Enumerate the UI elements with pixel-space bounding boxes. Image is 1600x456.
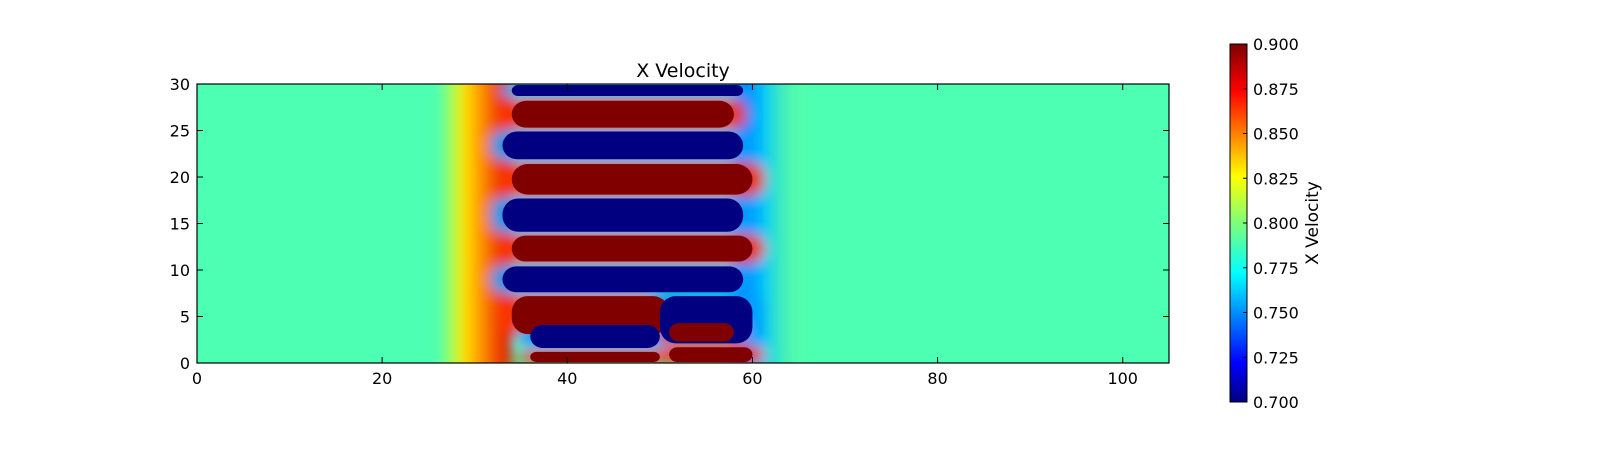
- heatmap-band-6: [502, 266, 744, 293]
- colorbar-tick-label: 0.875: [1253, 80, 1299, 99]
- colorbar-tick-label: 0.775: [1253, 259, 1299, 278]
- colorbar-ticks: 0.700 0.725 0.750 0.775 0.800 0.825 0.850 0.875…: [1243, 35, 1299, 412]
- x-tick-label: 40: [557, 369, 577, 388]
- y-tick-label: 20: [170, 168, 190, 187]
- y-tick-label: 15: [170, 215, 190, 234]
- y-tick-label: 10: [170, 261, 190, 280]
- heatmap-band-11: [530, 351, 660, 362]
- colorbar-tick-label: 0.800: [1253, 214, 1299, 233]
- x-tick-label: 60: [742, 369, 762, 388]
- heatmap-band-5: [511, 235, 753, 262]
- colorbar-label: X Velocity: [1303, 181, 1323, 265]
- x-axis: 0 20 40 60 80 100: [192, 84, 1138, 388]
- y-axis: 0 5 10 15 20 25 30: [170, 75, 1169, 373]
- colorbar-tick-label: 0.850: [1253, 125, 1299, 144]
- colorbar-tick-label: 0.725: [1253, 348, 1299, 367]
- heatmap-bands: [502, 85, 753, 362]
- heatmap-band-0: [511, 85, 744, 97]
- x-tick-label: 20: [372, 369, 392, 388]
- y-tick-label: 0: [180, 354, 190, 373]
- colorbar-tick-label: 0.750: [1253, 304, 1299, 323]
- x-tick-label: 0: [192, 369, 202, 388]
- colorbar: 0.700 0.725 0.750 0.775 0.800 0.825 0.850 0.875…: [1229, 35, 1323, 412]
- y-tick-label: 5: [180, 308, 190, 327]
- heatmap-band-12: [669, 347, 753, 362]
- heatmap-band-1: [511, 100, 734, 128]
- x-tick-label: 100: [1107, 369, 1138, 388]
- heatmap-band-3: [511, 164, 753, 195]
- heatmap-band-2: [502, 131, 744, 160]
- heatmap-band-4: [502, 198, 744, 232]
- colorbar-tick-label: 0.900: [1253, 35, 1299, 54]
- heatmap-band-10: [669, 323, 734, 342]
- y-tick-label: 30: [170, 75, 190, 94]
- colorbar-tick-label: 0.825: [1253, 169, 1299, 188]
- heatmap-band-9: [530, 324, 660, 349]
- colorbar-tick-label: 0.700: [1253, 393, 1299, 412]
- x-tick-label: 80: [927, 369, 947, 388]
- chart-title: X Velocity: [636, 60, 730, 82]
- heatmap-plot-area: [197, 84, 1169, 363]
- y-tick-label: 25: [170, 122, 190, 141]
- heatmap-band-7: [511, 296, 670, 335]
